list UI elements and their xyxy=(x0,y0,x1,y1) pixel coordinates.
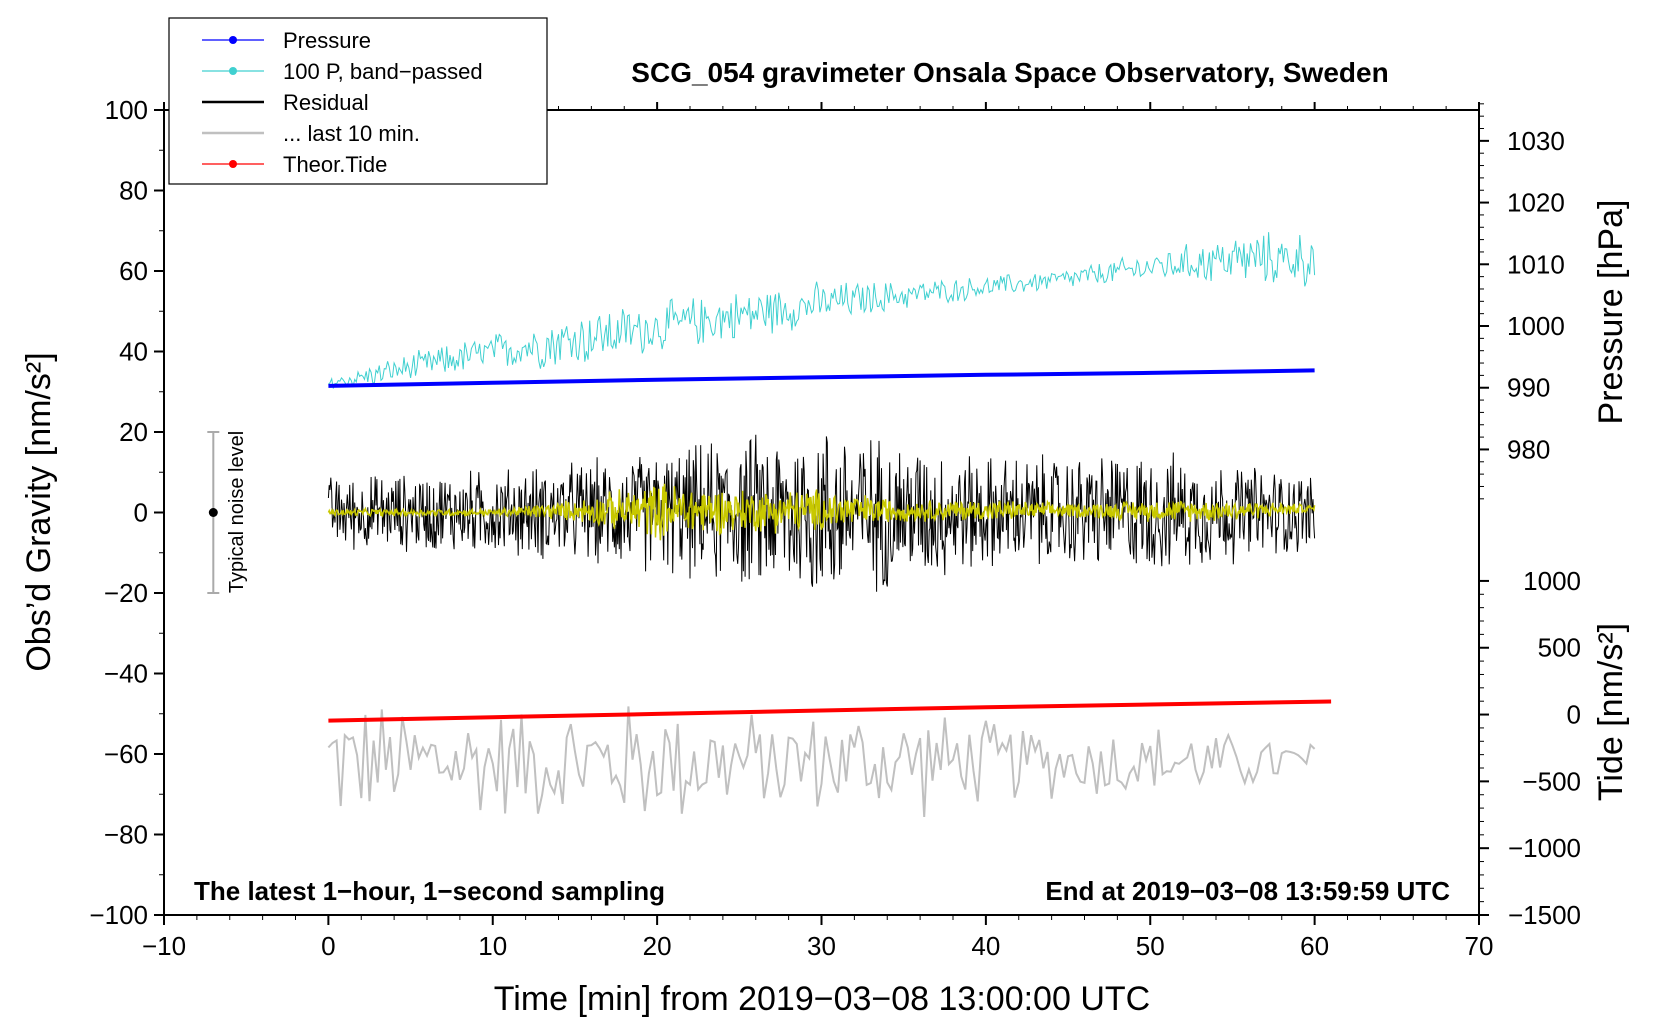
tide-tick-label: 0 xyxy=(1567,700,1581,730)
noise-bar-point xyxy=(208,508,218,517)
x-tick-label: −10 xyxy=(142,931,186,961)
noise-bar: Typical noise level xyxy=(207,431,248,594)
y-tick-label: −60 xyxy=(104,739,148,769)
y-axis-label-tide: Tide [nm/s²] xyxy=(1592,623,1630,801)
x-tick-label: 0 xyxy=(321,931,335,961)
tide-tick-label: 1000 xyxy=(1523,566,1581,596)
y-tick-label: −20 xyxy=(104,578,148,608)
axes-layer: −10 0 10 20 30 40 50 60 70−100−80−60−40−20020406… xyxy=(89,95,1581,961)
tide-tick-label: −1500 xyxy=(1508,900,1581,930)
note-left: The latest 1−hour, 1−second sampling xyxy=(194,876,665,906)
pressure-tick-label: 990 xyxy=(1507,373,1550,403)
x-tick-label: 20 xyxy=(643,931,672,961)
y-tick-label: −100 xyxy=(89,900,148,930)
legend-marker xyxy=(229,67,237,75)
legend-label-pressure: Pressure xyxy=(283,28,371,53)
x-tick-label: 50 xyxy=(1136,931,1165,961)
pressure-tick-label: 980 xyxy=(1507,434,1550,464)
series-pressure xyxy=(328,368,1315,388)
y-tick-label: 40 xyxy=(119,337,148,367)
note-right: End at 2019−03−08 13:59:59 UTC xyxy=(1045,876,1450,906)
legend-marker xyxy=(229,160,237,168)
x-tick-label: 10 xyxy=(478,931,507,961)
y-tick-label: 60 xyxy=(119,256,148,286)
tide-tick-label: −1000 xyxy=(1508,833,1581,863)
series-theor-tide xyxy=(328,699,1332,723)
legend-label-tide: Theor.Tide xyxy=(283,152,387,177)
x-tick-label: 60 xyxy=(1300,931,1329,961)
y-axis-label-left: Obs’d Gravity [nm/s²] xyxy=(20,352,58,671)
y-tick-label: −40 xyxy=(104,659,148,689)
y-tick-label: 100 xyxy=(105,95,148,125)
x-tick-label: 70 xyxy=(1465,931,1494,961)
pressure-tick-label: 1020 xyxy=(1507,188,1565,218)
y-tick-label: 20 xyxy=(119,417,148,447)
series-last10 xyxy=(327,706,1316,817)
x-tick-label: 30 xyxy=(807,931,836,961)
series-bandpassed xyxy=(328,232,1316,389)
legend-label-residual: Residual xyxy=(283,90,369,115)
noise-bar-label: Typical noise level xyxy=(226,431,248,593)
x-tick-label: 40 xyxy=(971,931,1000,961)
legend: Pressure 100 P, band−passed Residual ...… xyxy=(168,17,548,185)
chart-title: SCG_054 gravimeter Onsala Space Observat… xyxy=(631,57,1388,88)
series-residual xyxy=(327,434,1316,592)
x-axis-label: Time [min] from 2019−03−08 13:00:00 UTC xyxy=(494,980,1150,1018)
pressure-tick-label: 1000 xyxy=(1507,311,1565,341)
legend-label-last10: ... last 10 min. xyxy=(283,121,420,146)
pressure-tick-label: 1030 xyxy=(1507,126,1565,156)
legend-symbols xyxy=(202,36,264,168)
series-layer xyxy=(327,232,1332,817)
y-tick-label: 0 xyxy=(134,498,148,528)
legend-label-bandpassed: 100 P, band−passed xyxy=(283,59,483,84)
y-axis-label-pressure: Pressure [hPa] xyxy=(1592,200,1630,425)
y-tick-label: 80 xyxy=(119,176,148,206)
tide-tick-label: −500 xyxy=(1522,766,1581,796)
pressure-tick-label: 1010 xyxy=(1507,249,1565,279)
legend-marker xyxy=(229,36,237,44)
tide-tick-label: 500 xyxy=(1538,633,1581,663)
series-residual-smoothed xyxy=(327,483,1316,541)
y-tick-label: −80 xyxy=(104,820,148,850)
